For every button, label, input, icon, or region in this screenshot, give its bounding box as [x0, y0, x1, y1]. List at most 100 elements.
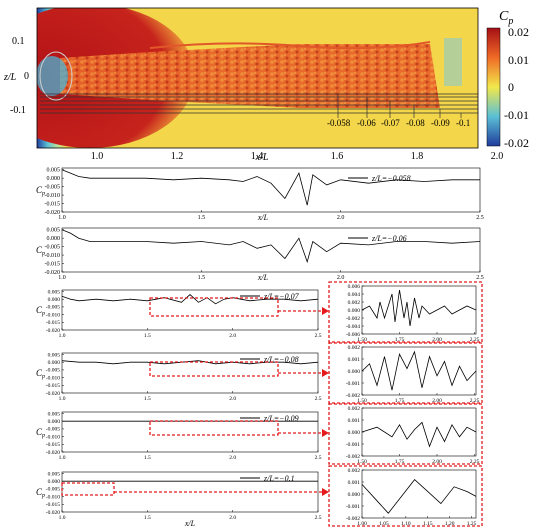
- y-axis-label-sub: p: [41, 493, 45, 499]
- y-axis-label: Cp: [36, 245, 45, 257]
- series-line: [61, 294, 319, 305]
- callout-arrowhead: [322, 369, 329, 377]
- legend-label: z/L=−0.1: [263, 474, 295, 483]
- y-tick-label: 0.002: [348, 300, 361, 306]
- y-tick-label: 0.002: [348, 406, 361, 412]
- x-tick-label: 1.2: [171, 151, 184, 162]
- y-tick-label: -0.010: [46, 434, 60, 440]
- y-tick-label: -0.010: [45, 253, 61, 259]
- probe-label: -0.1: [456, 118, 470, 128]
- x-tick-label: 2.0: [229, 333, 236, 339]
- y-tick-label: -0.005: [46, 487, 60, 493]
- x-tick-label: 1.15: [423, 521, 433, 527]
- x-tick-label: 2.0: [229, 515, 236, 521]
- y-tick-label: -0.020: [46, 510, 60, 516]
- y-axis-label: z/L: [3, 72, 17, 83]
- legend-label: z/L=−0.06: [371, 234, 407, 243]
- x-tick-label: 1.0: [59, 455, 66, 461]
- x-tick-label: 2.0: [229, 455, 236, 461]
- colorbar-ticks: 0.02 0.01 0 -0.01 -0.02: [504, 25, 529, 150]
- callout-arrowhead: [322, 307, 329, 315]
- y-axis-label-sub: p: [41, 374, 45, 380]
- x-tick-label: 1.25: [467, 521, 477, 527]
- y-tick-label: -0.001: [346, 381, 360, 387]
- x-tick-label: 2.5: [476, 275, 484, 281]
- y-axis-label: Cp: [36, 305, 45, 317]
- y-tick-label: 0.000: [48, 297, 61, 303]
- y-tick-label: 0.000: [48, 479, 61, 485]
- x-tick-label: 1.5: [144, 396, 151, 402]
- y-tick-label: -0.015: [45, 201, 61, 207]
- probe-labels: -0.058 -0.06 -0.07 -0.08 -0.09 -0.1: [327, 118, 470, 128]
- contour-x-axis: 1.0 1.2 1.4 1.6 1.8 2.0 x/L: [91, 151, 504, 163]
- plot-frame: [361, 407, 477, 457]
- series-line: [361, 421, 477, 448]
- y-axis-label: Cp: [36, 427, 45, 439]
- x-tick-label: 2.25: [470, 398, 480, 404]
- y-tick-label: -0.005: [46, 427, 60, 433]
- x-tick-label: 1.20: [445, 521, 455, 527]
- wake-region: [60, 44, 440, 108]
- x-tick-label: 1.75: [395, 459, 405, 465]
- colorbar-tick: 0.01: [508, 53, 529, 67]
- y-tick-label: 0.005: [48, 411, 61, 417]
- y-tick-label: 0.000: [348, 492, 361, 498]
- zoom-frame-009: [328, 403, 483, 465]
- y-tick-label: 0.006: [348, 284, 361, 290]
- y-tick-label: 0.005: [48, 471, 61, 477]
- plot-frame: [361, 469, 477, 519]
- contour-panel: -0.058 -0.06 -0.07 -0.08 -0.09 -0.1: [37, 8, 478, 148]
- contour-frame: [36, 7, 479, 149]
- legend-label: z/L=−0.058: [371, 174, 411, 183]
- plot-frame: [61, 167, 481, 213]
- x-tick-label: 1.0: [59, 333, 66, 339]
- nose-vortex: [37, 56, 68, 96]
- x-tick-label: 1.5: [198, 215, 206, 221]
- colorbar-gradient: [486, 27, 501, 147]
- y-axis-label-sub: p: [41, 191, 45, 197]
- aft-vortex-patch: [444, 38, 462, 86]
- colorbar-tick: -0.01: [504, 108, 529, 122]
- y-tick-label: 0.1: [12, 36, 25, 47]
- y-tick-label: 0.000: [48, 360, 61, 366]
- y-tick-label: -0.010: [46, 312, 60, 318]
- y-tick-label: 0.005: [47, 167, 61, 173]
- y-tick-label: -0.020: [46, 328, 60, 334]
- x-axis-label: x/L: [255, 152, 269, 163]
- callout-box-010: [61, 482, 115, 496]
- callout-arrowheads: [322, 307, 329, 496]
- series-line: [361, 350, 477, 391]
- y-tick-label: 0.000: [348, 308, 361, 314]
- chart-7: 0.0060.0040.0020.000-0.002-0.004-0.0061.…: [346, 284, 480, 343]
- x-axis-label: x/L: [184, 519, 196, 528]
- y-tick-label: -0.020: [45, 270, 61, 276]
- probe-label: -0.09: [431, 118, 450, 128]
- x-tick-label: 1.50: [357, 337, 367, 343]
- x-tick-label: 2.25: [470, 459, 480, 465]
- x-tick-label: 1.0: [91, 151, 104, 162]
- y-tick-label: -0.010: [45, 193, 61, 199]
- y-tick-label: 0: [24, 71, 29, 82]
- probe-label: -0.07: [381, 118, 400, 128]
- colorbar-tick: 0: [508, 80, 514, 94]
- x-tick-label: 1.0: [58, 215, 66, 221]
- legend-label: z/L=−0.09: [263, 414, 299, 423]
- contour-y-axis: 0.1 0 -0.1 z/L: [3, 36, 29, 116]
- y-axis-label-sub: p: [41, 251, 45, 257]
- callout-box-009: [149, 420, 279, 436]
- x-tick-label: 1.75: [395, 337, 405, 343]
- x-tick-label: 2.00: [432, 398, 442, 404]
- plot-frame: [61, 411, 319, 453]
- y-tick-label: -0.006: [346, 332, 360, 338]
- y-tick-label: 0.001: [348, 357, 361, 363]
- y-tick-label: 0.005: [48, 289, 61, 295]
- zoom-frame-010: [328, 465, 483, 527]
- series-line: [361, 289, 477, 327]
- wake-upper-streaks: [149, 41, 431, 50]
- y-axis-label-sub: p: [41, 433, 45, 439]
- colorbar-tick: 0.02: [508, 25, 529, 39]
